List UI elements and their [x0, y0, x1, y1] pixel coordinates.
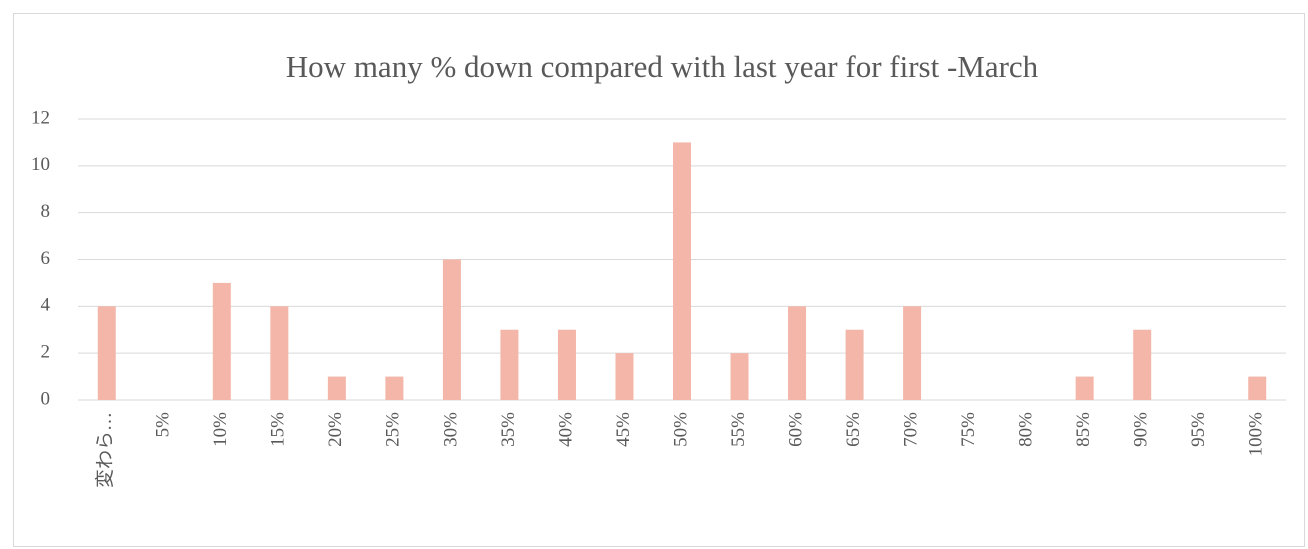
bar: [903, 306, 922, 400]
bar: [845, 329, 864, 400]
x-tick-label: 55%: [728, 412, 749, 447]
bar: [385, 376, 404, 400]
bar: [1133, 329, 1152, 400]
x-tick-label: 80%: [1016, 412, 1037, 447]
x-tick-label: 45%: [613, 412, 634, 447]
bar: [442, 259, 461, 400]
x-tick-label: 変わら…: [94, 412, 116, 488]
x-tick-label: 90%: [1131, 412, 1152, 447]
bar: [730, 353, 749, 400]
y-tick-label: 4: [41, 295, 51, 316]
chart-frame: [13, 13, 1305, 547]
y-tick-label: 8: [41, 201, 51, 222]
x-tick-label: 15%: [268, 412, 289, 447]
x-tick-label: 70%: [900, 412, 921, 447]
y-tick-label: 0: [41, 388, 51, 409]
x-tick-label: 95%: [1188, 412, 1209, 447]
x-tick-label: 40%: [555, 412, 576, 447]
y-tick-label: 6: [41, 248, 51, 269]
x-tick-label: 100%: [1246, 412, 1267, 457]
x-tick-label: 50%: [670, 412, 691, 447]
chart-title: How many % down compared with last year …: [286, 49, 1039, 84]
x-tick-label: 30%: [440, 412, 461, 447]
x-tick-label: 10%: [210, 412, 231, 447]
bar: [97, 306, 116, 400]
bar: [327, 376, 346, 400]
x-tick-label: 35%: [498, 412, 519, 447]
y-tick-label: 12: [31, 107, 50, 128]
x-tick-label: 60%: [785, 412, 806, 447]
x-tick-label: 25%: [383, 412, 404, 447]
bar: [673, 142, 691, 400]
bar: [1248, 376, 1267, 400]
bar: [557, 329, 576, 400]
x-tick-label: 85%: [1073, 412, 1094, 447]
x-tick-label: 5%: [153, 412, 174, 438]
bar: [615, 353, 634, 400]
bar: [212, 282, 231, 400]
x-tick-label: 75%: [958, 412, 979, 447]
bar: [1075, 376, 1094, 400]
x-tick-label: 65%: [843, 412, 864, 447]
x-tick-label: 20%: [325, 412, 346, 447]
bar: [270, 306, 289, 400]
y-tick-label: 2: [41, 342, 51, 363]
bar: [500, 329, 519, 400]
bar: [788, 306, 807, 400]
y-tick-label: 10: [31, 154, 50, 175]
